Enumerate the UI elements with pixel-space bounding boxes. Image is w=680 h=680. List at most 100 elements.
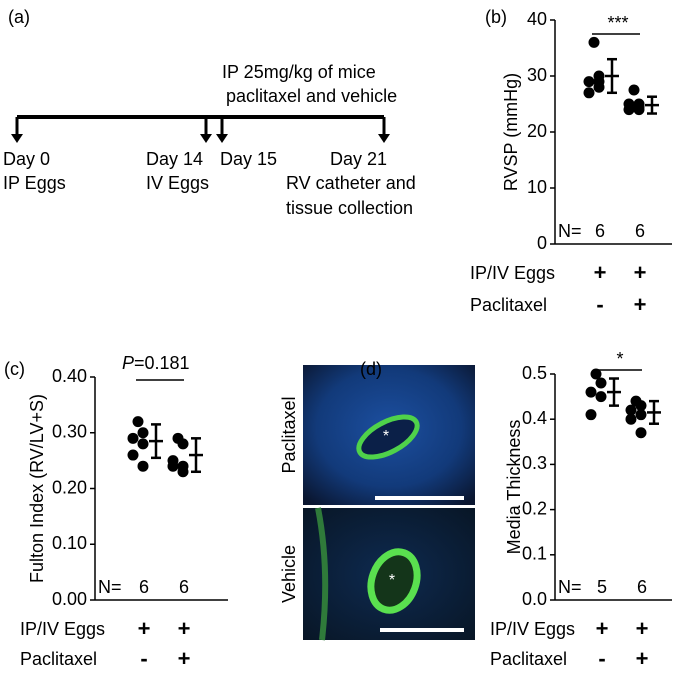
micrographs: * * Paclitaxel Vehicle	[279, 365, 475, 641]
event-day: Day 14	[146, 149, 203, 169]
image-row-label: Paclitaxel	[279, 396, 299, 473]
event-text: tissue collection	[286, 198, 413, 218]
n-label: N=	[98, 577, 122, 597]
condition-mark: +	[636, 646, 649, 671]
data-point	[127, 432, 139, 444]
condition-mark: +	[178, 646, 191, 671]
y-tick-label: 0.2	[522, 498, 547, 518]
p-value: =0.181	[134, 353, 190, 373]
data-point	[137, 427, 149, 439]
data-point	[595, 377, 607, 389]
event-day: Day 21	[330, 149, 387, 169]
n-value: 6	[637, 577, 647, 597]
y-tick-label: 0.3	[522, 453, 547, 473]
y-axis-label: RVSP (mmHg)	[501, 73, 521, 191]
data-point	[625, 404, 637, 416]
data-point	[625, 413, 637, 425]
event-day: Day 0	[3, 149, 50, 169]
arrowheads	[11, 134, 390, 143]
n-label: N=	[558, 221, 582, 241]
n-label: N=	[558, 577, 582, 597]
p-symbol: P	[122, 353, 134, 373]
data-point	[583, 87, 595, 99]
error-bar	[607, 57, 617, 95]
condition-label: IP/IV Eggs	[20, 619, 105, 639]
condition-label: IP/IV Eggs	[490, 619, 575, 639]
n-value: 6	[635, 221, 645, 241]
condition-mark: -	[598, 646, 605, 671]
condition-mark: -	[140, 646, 147, 671]
error-bar	[609, 377, 619, 407]
y-tick-label: 0.0	[522, 589, 547, 609]
condition-mark: +	[636, 616, 649, 641]
condition-mark: +	[594, 260, 607, 285]
condition-label: Paclitaxel	[490, 649, 567, 669]
error-bar	[151, 423, 161, 460]
panel-label: (b)	[485, 7, 507, 27]
data-point	[137, 438, 149, 450]
y-tick-label: 0.40	[52, 366, 87, 386]
y-tick-label: 30	[527, 65, 547, 85]
y-tick-label: 0.5	[522, 363, 547, 383]
data-point	[590, 368, 602, 380]
data-point	[585, 386, 597, 398]
y-tick-label: 0.30	[52, 422, 87, 442]
vessel-wall	[367, 548, 421, 614]
event-text: IP Eggs	[3, 173, 66, 193]
y-tick-label: 0	[537, 233, 547, 253]
data-point	[635, 409, 647, 421]
error-bar	[647, 95, 657, 115]
data-point	[635, 400, 647, 412]
image-row-label: Vehicle	[279, 545, 299, 603]
data-point	[628, 84, 640, 96]
panel-label: (a)	[8, 7, 30, 27]
condition-label: IP/IV Eggs	[470, 263, 555, 283]
data-point	[595, 391, 607, 403]
y-tick-label: 0.00	[52, 589, 87, 609]
data-point	[583, 76, 595, 88]
timeline: (a) IP 25mg/kg of mice paclitaxel and ve…	[3, 7, 416, 218]
data-point	[633, 104, 645, 116]
data-point	[132, 416, 144, 428]
significance: ***	[607, 13, 628, 33]
n-value: 6	[595, 221, 605, 241]
significance: *	[616, 349, 623, 369]
condition-mark: +	[634, 260, 647, 285]
treatment-text: paclitaxel and vehicle	[226, 86, 397, 106]
event-day: Day 15	[220, 149, 277, 169]
condition-label: Paclitaxel	[20, 649, 97, 669]
error-bar	[649, 399, 659, 425]
data-point	[177, 466, 189, 478]
panel-label: (c)	[4, 359, 25, 379]
panel-label: (d)	[360, 359, 382, 379]
n-value: 5	[597, 577, 607, 597]
event-text: RV catheter and	[286, 173, 416, 193]
data-point	[167, 460, 179, 472]
data-point	[585, 409, 597, 421]
y-tick-label: 20	[527, 121, 547, 141]
y-tick-label: 0.1	[522, 544, 547, 564]
y-tick-label: 0.20	[52, 477, 87, 497]
error-bar	[191, 437, 201, 474]
n-value: 6	[179, 577, 189, 597]
lumen-marker: *	[383, 428, 389, 445]
data-point	[137, 460, 149, 472]
timeline-arrows	[15, 117, 386, 137]
treatment-text: IP 25mg/kg of mice	[222, 62, 376, 82]
data-point	[127, 449, 139, 461]
condition-label: Paclitaxel	[470, 295, 547, 315]
data-point	[588, 36, 600, 48]
y-axis-label: Media Thickness	[504, 420, 524, 555]
n-value: 6	[139, 577, 149, 597]
condition-mark: -	[596, 292, 603, 317]
condition-mark: +	[138, 616, 151, 641]
condition-mark: +	[634, 292, 647, 317]
vessel-wall	[356, 414, 420, 460]
data-point	[635, 427, 647, 439]
y-tick-label: 40	[527, 9, 547, 29]
y-tick-label: 0.4	[522, 408, 547, 428]
data-point	[623, 104, 635, 116]
tissue-edge	[315, 507, 329, 641]
condition-mark: +	[178, 616, 191, 641]
